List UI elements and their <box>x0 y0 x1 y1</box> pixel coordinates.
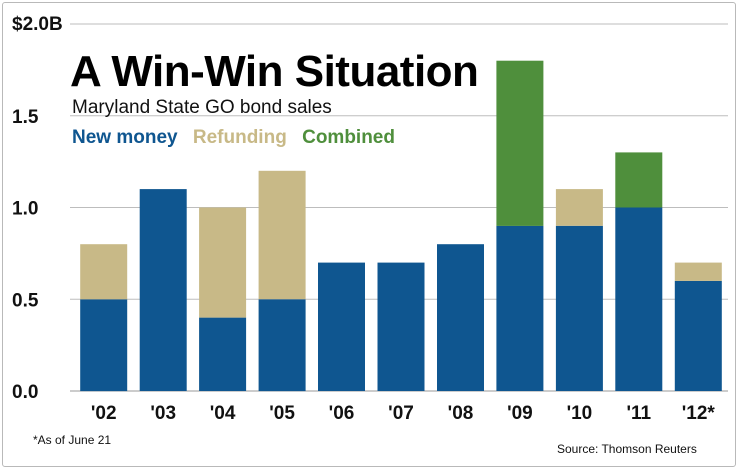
bars <box>80 60 722 392</box>
x-axis-ticks: '02 '03 '04 '05 '06 '07 '08 '09 '10 '11 '12* <box>91 403 716 424</box>
y-tick-label: 1.5 <box>12 107 39 128</box>
y-axis-ticks: 0.0 0.5 1.0 1.5 <box>12 107 39 403</box>
bar-combined <box>496 60 544 226</box>
bar-new-money <box>377 262 425 391</box>
chart-subtitle: Maryland State GO bond sales <box>72 97 332 118</box>
bar-refunding <box>674 262 722 281</box>
x-tick-label: '04 <box>210 403 236 424</box>
bar-new-money <box>437 244 484 391</box>
x-tick-label: '03 <box>150 403 176 424</box>
bar-combined <box>615 152 663 208</box>
x-tick-label: '12* <box>682 403 716 424</box>
legend-combined: Combined <box>302 127 395 148</box>
x-tick-label: '05 <box>269 403 295 424</box>
bar-new-money <box>555 225 603 391</box>
y-axis-top-label: $2.0B <box>12 14 63 35</box>
bar-refunding <box>199 207 247 318</box>
chart-title: A Win-Win Situation <box>70 47 478 96</box>
bar-new-money <box>615 207 663 391</box>
bar-new-money <box>496 225 544 391</box>
legend-new-money: New money <box>72 127 178 148</box>
y-tick-label: 1.0 <box>12 199 38 220</box>
x-tick-label: '09 <box>507 403 533 424</box>
bar-new-money <box>258 299 306 392</box>
source-note: Source: Thomson Reuters <box>557 442 697 456</box>
bar-new-money <box>139 189 187 391</box>
y-tick-label: 0.0 <box>12 382 38 403</box>
bar-new-money <box>674 280 722 391</box>
x-tick-label: '08 <box>448 403 474 424</box>
x-tick-label: '07 <box>388 403 414 424</box>
y-tick-label: 0.5 <box>12 290 39 311</box>
bar-refunding <box>258 170 306 300</box>
bar-refunding <box>80 244 128 300</box>
legend: New money Refunding Combined <box>72 127 395 148</box>
footnote: *As of June 21 <box>33 433 111 447</box>
legend-refunding: Refunding <box>193 127 287 148</box>
bar-new-money <box>199 317 247 391</box>
x-tick-label: '02 <box>91 403 117 424</box>
x-tick-label: '10 <box>567 403 593 424</box>
bar-refunding <box>555 189 603 226</box>
bar-new-money <box>318 262 365 391</box>
x-tick-label: '11 <box>626 403 651 424</box>
x-tick-label: '06 <box>329 403 355 424</box>
bar-new-money <box>80 299 128 392</box>
